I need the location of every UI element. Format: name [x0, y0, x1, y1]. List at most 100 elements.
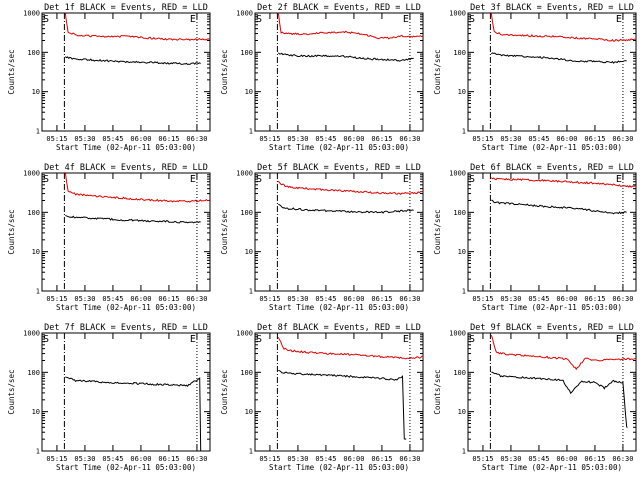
x-axis-label: Start Time (02-Apr-11 05:03:00): [482, 303, 622, 312]
start-marker-label: S: [469, 174, 475, 185]
x-tick-label: 05:30: [287, 135, 308, 143]
y-axis-label: Counts/sec: [7, 49, 16, 94]
y-tick-label: 1: [462, 448, 466, 456]
x-tick-label: 05:45: [528, 455, 549, 463]
y-tick-label: 10: [32, 248, 40, 256]
x-tick-label: 06:00: [130, 135, 151, 143]
series-lld: [490, 13, 637, 42]
panel-title: Det 3f BLACK = Events, RED = LLD: [470, 3, 634, 13]
x-tick-label: 06:00: [343, 135, 364, 143]
x-tick-label: 06:30: [612, 455, 633, 463]
x-axis-label: Start Time (02-Apr-11 05:03:00): [482, 463, 622, 472]
plot-frame: [467, 12, 637, 132]
x-tick-label: 05:45: [102, 135, 123, 143]
y-axis-label: Counts/sec: [433, 49, 442, 94]
x-tick-label: 05:30: [287, 455, 308, 463]
x-tick-label: 05:15: [472, 295, 493, 303]
x-tick-label: 05:45: [315, 135, 336, 143]
y-tick-label: 1: [36, 448, 40, 456]
y-tick-label: 10: [32, 88, 40, 96]
x-tick-label: 05:15: [46, 455, 67, 463]
panel-4: Det 4f BLACK = Events, RED = LLD 1 10 100 10…: [7, 163, 211, 312]
x-tick-label: 06:15: [584, 295, 605, 303]
x-tick-label: 05:15: [259, 295, 280, 303]
end-marker-label: E: [616, 334, 622, 345]
plot-frame: [467, 172, 637, 292]
x-axis-label: Start Time (02-Apr-11 05:03:00): [482, 143, 622, 152]
start-marker-label: S: [469, 14, 475, 25]
plot-frame: [254, 332, 424, 452]
y-tick-label: 100: [27, 209, 40, 217]
panel-8: Det 8f BLACK = Events, RED = LLD 1 10 100 10…: [220, 323, 424, 472]
y-tick-label: 1000: [449, 170, 466, 178]
y-tick-label: 1000: [23, 330, 40, 338]
series-lld: [277, 180, 424, 196]
x-tick-label: 06:15: [158, 455, 179, 463]
panel-title: Det 5f BLACK = Events, RED = LLD: [257, 163, 421, 173]
x-tick-label: 05:15: [46, 295, 67, 303]
series-lld: [490, 335, 637, 371]
x-tick-label: 05:30: [500, 455, 521, 463]
x-tick-label: 05:15: [472, 135, 493, 143]
y-tick-label: 100: [240, 49, 253, 57]
x-tick-label: 05:30: [74, 295, 95, 303]
panel-title: Det 8f BLACK = Events, RED = LLD: [257, 323, 421, 333]
x-tick-label: 05:30: [287, 295, 308, 303]
plot-frame: [467, 332, 637, 452]
plot-frame: [254, 12, 424, 132]
end-marker-label: E: [616, 14, 622, 25]
y-tick-label: 100: [240, 369, 253, 377]
x-tick-label: 05:30: [74, 135, 95, 143]
plot-frame: [41, 172, 211, 292]
y-tick-label: 1: [462, 128, 466, 136]
x-axis-label: Start Time (02-Apr-11 05:03:00): [56, 303, 196, 312]
panel-title: Det 4f BLACK = Events, RED = LLD: [44, 163, 208, 173]
x-tick-label: 06:15: [371, 455, 392, 463]
start-marker-label: S: [256, 14, 262, 25]
end-marker-label: E: [190, 334, 196, 345]
x-tick-label: 06:00: [343, 295, 364, 303]
panel-title: Det 1f BLACK = Events, RED = LLD: [44, 3, 208, 13]
y-tick-label: 100: [453, 49, 466, 57]
y-tick-label: 100: [27, 49, 40, 57]
x-tick-label: 06:00: [556, 135, 577, 143]
x-tick-label: 06:15: [371, 135, 392, 143]
y-tick-label: 10: [245, 408, 253, 416]
end-marker-label: E: [403, 174, 409, 185]
x-tick-label: 05:30: [500, 135, 521, 143]
x-tick-label: 06:30: [186, 135, 207, 143]
y-tick-label: 10: [458, 408, 466, 416]
y-tick-label: 1000: [236, 170, 253, 178]
x-tick-label: 05:30: [500, 295, 521, 303]
panel-3: Det 3f BLACK = Events, RED = LLD 1 10 100 10…: [433, 3, 637, 152]
y-tick-label: 1: [249, 288, 253, 296]
x-tick-label: 05:15: [259, 135, 280, 143]
y-tick-label: 1: [249, 128, 253, 136]
panel-title: Det 7f BLACK = Events, RED = LLD: [44, 323, 208, 333]
y-axis-label: Counts/sec: [7, 209, 16, 254]
y-tick-label: 10: [458, 248, 466, 256]
end-marker-label: E: [190, 14, 196, 25]
x-axis-label: Start Time (02-Apr-11 05:03:00): [269, 143, 409, 152]
x-tick-label: 06:00: [130, 455, 151, 463]
y-tick-label: 1: [462, 288, 466, 296]
x-tick-label: 06:30: [399, 135, 420, 143]
series-events: [278, 203, 414, 214]
y-tick-label: 1000: [236, 10, 253, 18]
start-marker-label: S: [43, 334, 49, 345]
series-events: [491, 199, 627, 215]
x-tick-label: 06:15: [371, 295, 392, 303]
x-tick-label: 06:00: [556, 295, 577, 303]
x-tick-label: 05:45: [102, 455, 123, 463]
y-axis-label: Counts/sec: [220, 369, 229, 414]
x-tick-label: 05:45: [528, 295, 549, 303]
x-axis-label: Start Time (02-Apr-11 05:03:00): [56, 463, 196, 472]
series-events: [64, 56, 201, 66]
x-tick-label: 06:30: [612, 295, 633, 303]
x-axis-label: Start Time (02-Apr-11 05:03:00): [269, 463, 409, 472]
start-marker-label: S: [469, 334, 475, 345]
end-marker-label: E: [616, 174, 622, 185]
end-marker-label: E: [403, 334, 409, 345]
start-marker-label: S: [256, 334, 262, 345]
series-lld: [64, 172, 211, 203]
